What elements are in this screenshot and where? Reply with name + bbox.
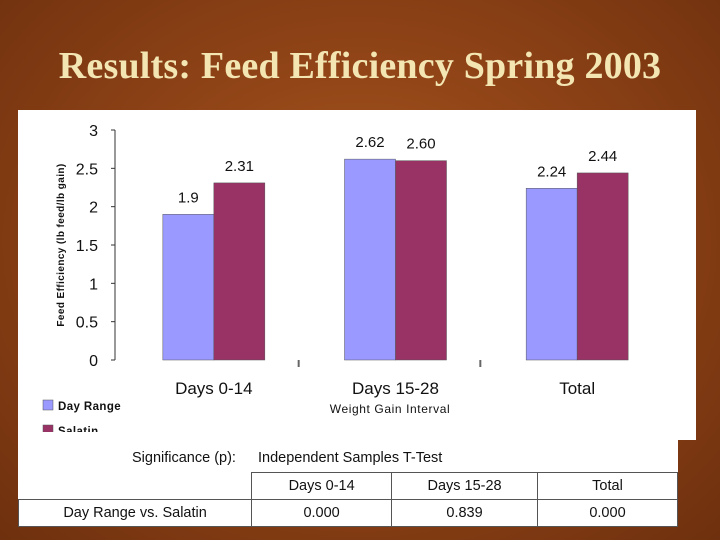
bar-salatin [576,172,629,361]
x-tick-label: Days 0-14 [175,379,252,398]
x-tick-label: Total [559,379,595,398]
test-name: Independent Samples T-Test [258,450,443,466]
table-corner-cell [18,472,253,500]
bar-value-label: 2.60 [406,136,435,153]
bar-value-label: 2.44 [588,148,617,165]
bar-value-label: 2.24 [537,163,566,180]
significance-table: Days 0-14 Days 15-28 Total Day Range vs.… [17,472,678,527]
bar-day-range [344,158,396,361]
bar-value-label: 2.62 [355,134,384,151]
y-tick-label: 0 [89,353,98,370]
bar-value-label: 2.31 [225,158,254,175]
p-value-cell: 0.000 [251,499,393,527]
bar-day-range [162,214,215,361]
bar-day-range [525,188,578,361]
p-value-cell: 0.000 [537,499,678,527]
y-tick-label: 3 [89,123,98,140]
y-tick-label: 1.5 [76,238,98,255]
y-tick-label: 1 [89,276,98,293]
table-header-row: Days 0-14 Days 15-28 Total [18,472,678,500]
bar-salatin [395,160,447,361]
row-label: Day Range vs. Salatin [17,499,253,527]
legend-swatch [42,399,54,411]
y-tick-label: 2.5 [76,161,98,178]
bar-salatin [213,182,266,361]
y-tick-label: 2 [89,200,98,217]
p-value-cell: 0.839 [391,499,538,527]
column-header: Total [537,472,678,500]
bar-value-label: 1.9 [178,189,199,206]
significance-panel: Significance (p): Independent Samples T-… [17,432,678,527]
column-header: Days 15-28 [391,472,538,500]
column-header: Days 0-14 [251,472,393,500]
chart-panel: 0 0.5 1 1.5 2 2.5 3 Feed Efficiency (lb feed/lb… [18,110,696,440]
table-row: Day Range vs. Salatin 0.000 0.839 0.000 [17,499,678,527]
slide-title: Results: Feed Efficiency Spring 2003 [58,45,662,87]
y-axis-title: Feed Efficiency (lb feed/lb gain) [56,163,67,326]
significance-label: Significance (p): [132,450,236,466]
bar-chart: 0 0.5 1 1.5 2 2.5 3 Feed Efficiency (lb feed/lb… [42,123,629,438]
x-axis-title: Weight Gain Interval [330,402,451,416]
y-tick-label: 0.5 [76,315,98,332]
legend-label: Day Range [58,401,121,413]
x-tick-label: Days 15-28 [352,379,439,398]
